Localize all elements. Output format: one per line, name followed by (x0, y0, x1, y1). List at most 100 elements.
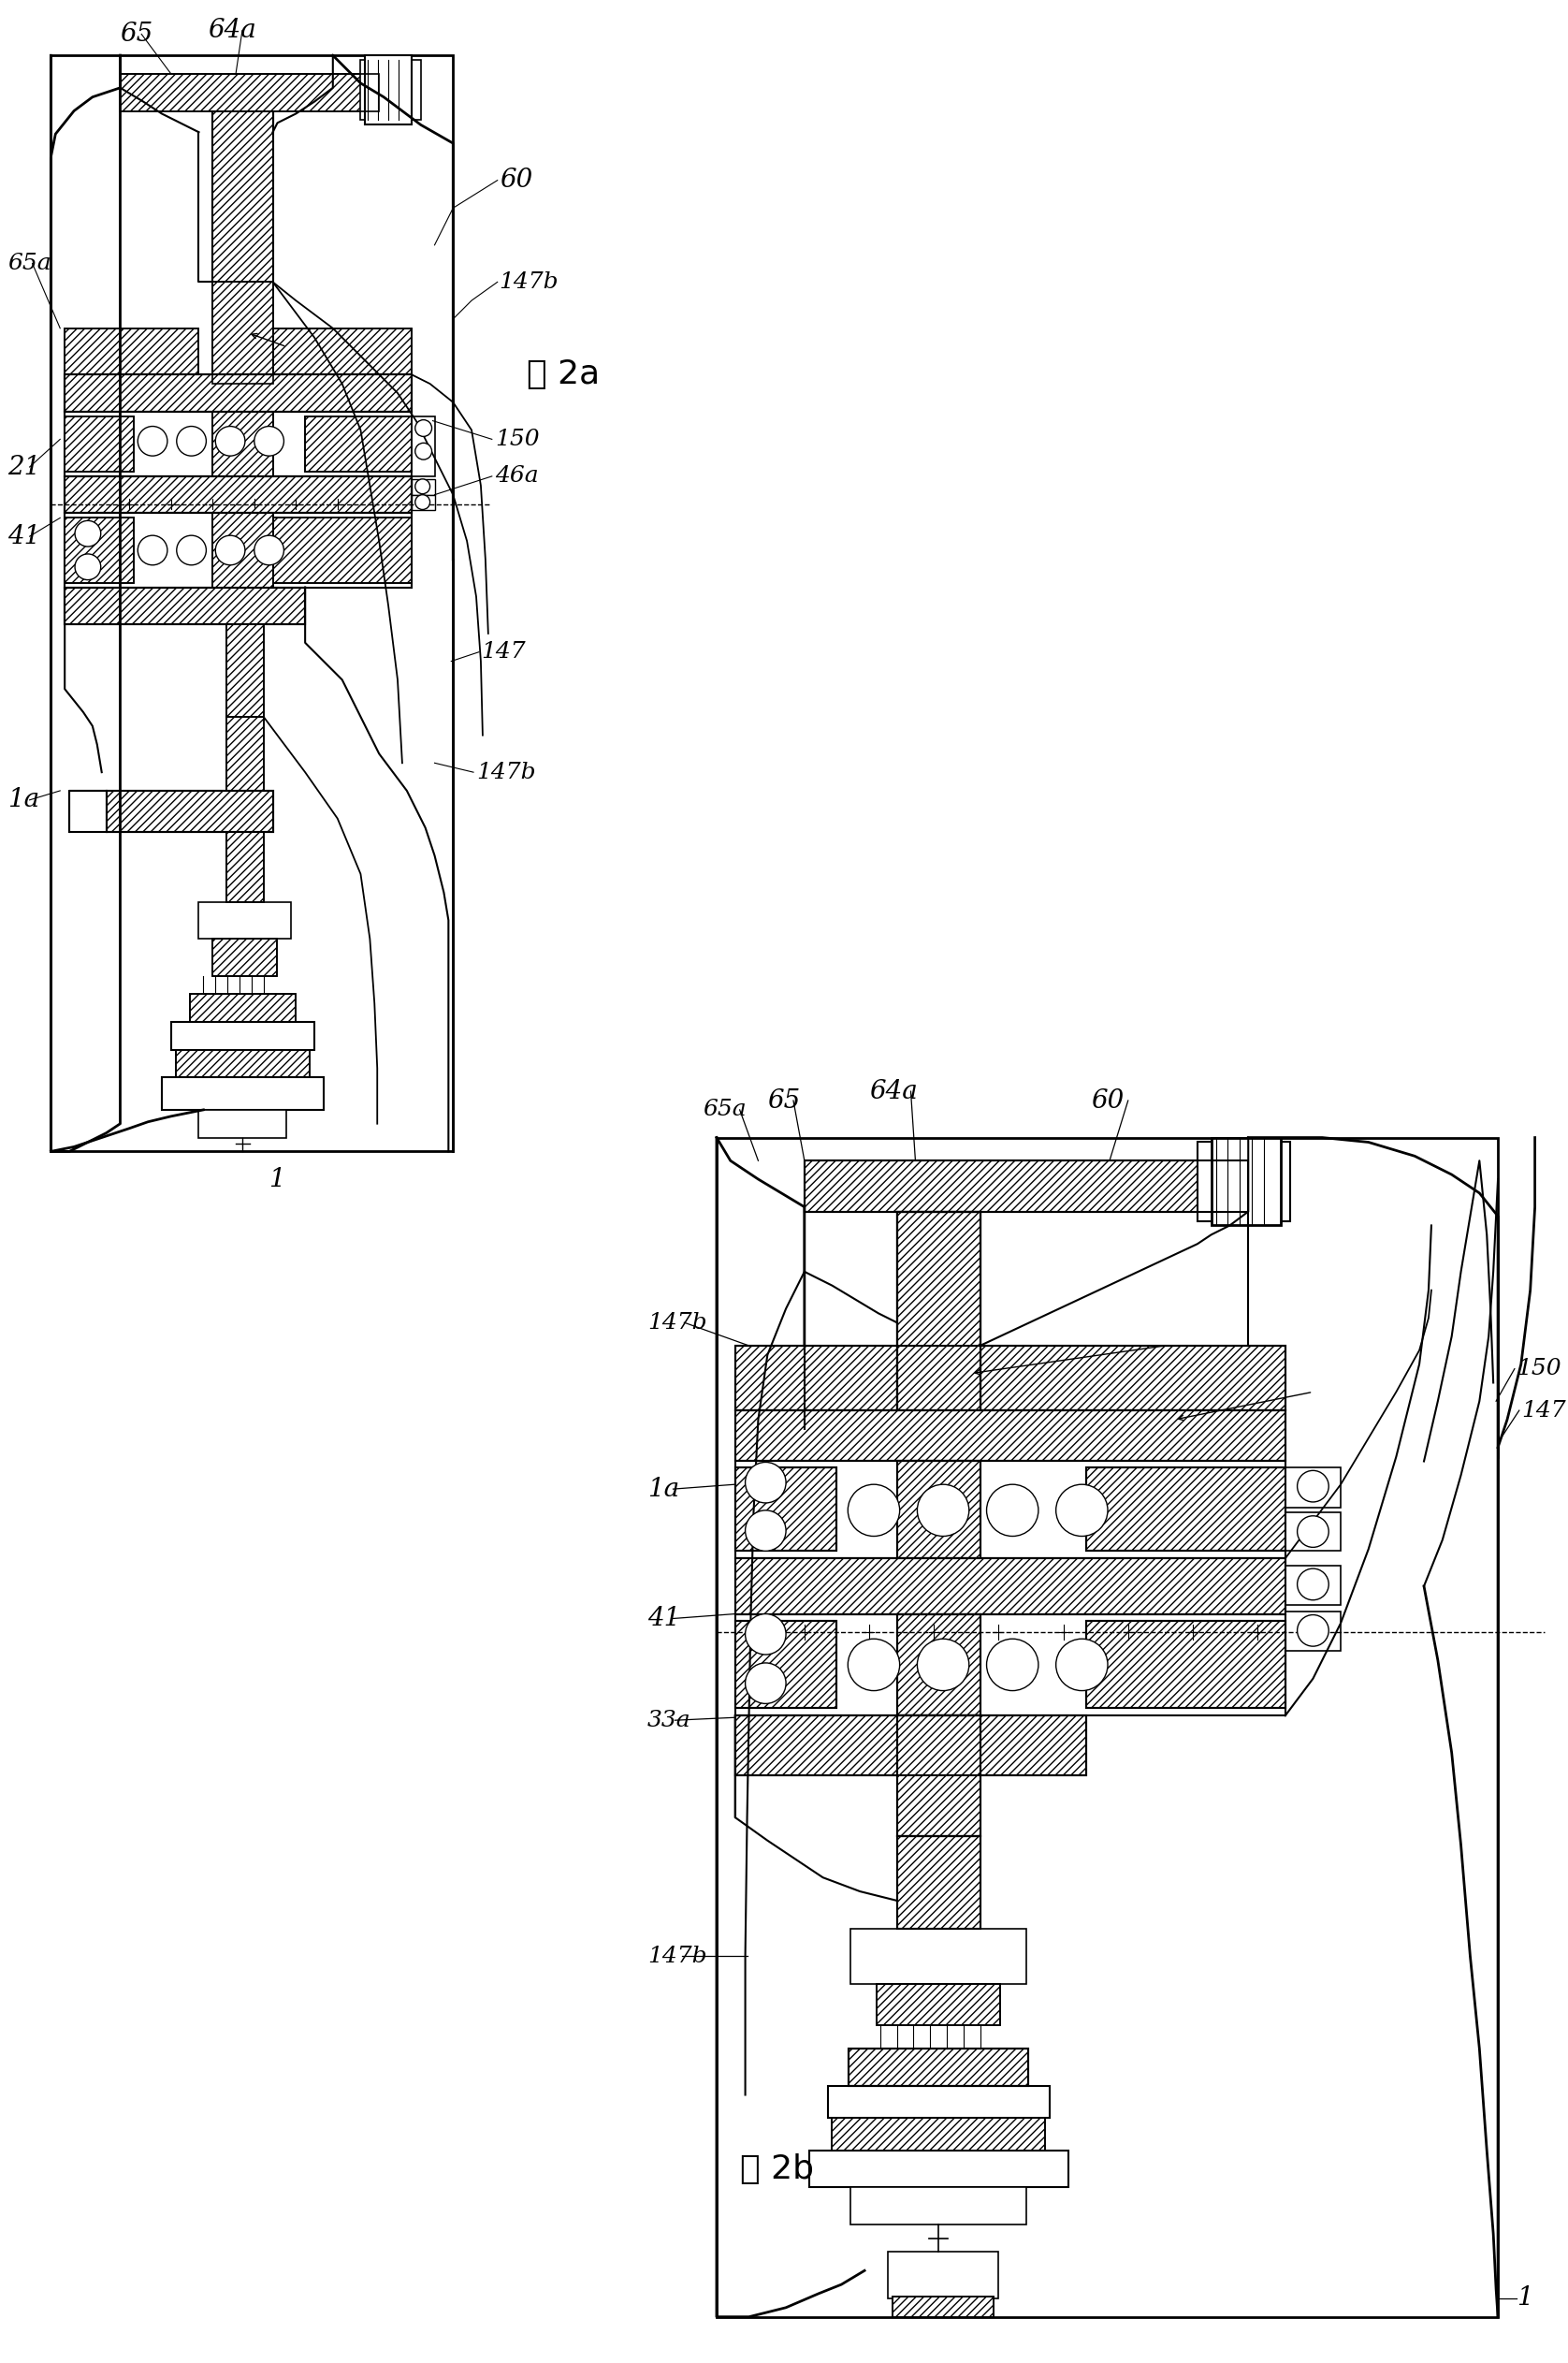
Text: 60: 60 (1091, 1087, 1124, 1113)
Bar (64, 328, 199, 373)
Bar (213, 111, 273, 281)
Bar (892, 2297, 994, 2316)
Text: 图 2a: 图 2a (527, 359, 601, 390)
Text: 图 2b: 图 2b (740, 2153, 814, 2186)
Text: 64a: 64a (869, 1078, 917, 1104)
Bar (213, 513, 273, 588)
Bar (64, 517, 135, 584)
Bar (64, 517, 135, 584)
Bar (411, 480, 434, 494)
Circle shape (1297, 1569, 1328, 1600)
Bar (213, 938, 278, 976)
Circle shape (745, 1463, 786, 1503)
Bar (897, 1460, 980, 1560)
Bar (735, 1345, 897, 1411)
Bar (851, 1928, 1027, 1985)
Bar (226, 832, 263, 903)
Bar (1087, 1467, 1286, 1550)
Bar (735, 1411, 1286, 1460)
Circle shape (177, 536, 207, 565)
Bar (190, 995, 296, 1021)
Circle shape (138, 536, 168, 565)
Circle shape (1297, 1614, 1328, 1647)
Bar (226, 716, 263, 792)
Bar (735, 1621, 837, 1708)
Bar (1198, 1141, 1290, 1222)
Bar (213, 513, 273, 588)
Text: 1: 1 (268, 1167, 285, 1191)
Text: 147b: 147b (499, 272, 558, 293)
Bar (735, 1560, 1286, 1614)
Bar (199, 903, 292, 938)
Bar (64, 513, 411, 588)
Bar (273, 328, 411, 373)
Bar (226, 716, 263, 792)
Text: 150: 150 (494, 428, 539, 449)
Bar (1087, 1467, 1286, 1550)
Bar (273, 517, 411, 584)
Bar (226, 624, 263, 716)
Bar (273, 517, 411, 584)
Text: 65a: 65a (8, 253, 52, 274)
Bar (306, 416, 411, 473)
Bar (50, 54, 453, 1151)
Text: 1a: 1a (648, 1477, 679, 1501)
Circle shape (416, 494, 430, 510)
Bar (1286, 1467, 1341, 1508)
Bar (887, 2252, 999, 2299)
Bar (64, 328, 199, 373)
Bar (848, 2049, 1029, 2087)
Bar (162, 1078, 323, 1111)
Bar (851, 2188, 1027, 2224)
Bar (199, 1111, 287, 1137)
Bar (717, 1137, 1497, 2316)
Bar (306, 416, 411, 473)
Bar (1286, 1512, 1341, 1550)
Bar (213, 411, 273, 477)
Bar (190, 995, 296, 1021)
Bar (273, 328, 411, 373)
Bar (804, 1160, 1248, 1212)
Bar (897, 1614, 980, 1716)
Circle shape (745, 1664, 786, 1704)
Bar (892, 2297, 994, 2316)
Bar (735, 1411, 1286, 1460)
Text: 150: 150 (1516, 1359, 1562, 1380)
Circle shape (986, 1484, 1038, 1536)
Bar (897, 1716, 980, 1836)
Text: 147b: 147b (648, 1945, 707, 1966)
Circle shape (177, 425, 207, 456)
Bar (213, 281, 273, 383)
Bar (833, 2117, 1044, 2150)
Bar (1210, 1137, 1281, 1226)
Text: 147b: 147b (648, 1311, 707, 1333)
Bar (848, 2049, 1029, 2087)
Bar (171, 1021, 314, 1049)
Bar (213, 281, 273, 383)
Circle shape (215, 536, 245, 565)
Bar (361, 59, 420, 121)
Bar (833, 2117, 1044, 2150)
Bar (213, 938, 278, 976)
Bar (897, 1614, 980, 1716)
Bar (897, 1212, 980, 1411)
Bar (64, 477, 411, 513)
Bar (411, 416, 434, 477)
Bar (64, 477, 411, 513)
Circle shape (848, 1640, 900, 1690)
Bar (980, 1345, 1286, 1411)
Circle shape (254, 536, 284, 565)
Text: 1: 1 (1516, 2285, 1534, 2311)
Bar (1087, 1621, 1286, 1708)
Circle shape (917, 1484, 969, 1536)
Bar (176, 1049, 310, 1078)
Bar (121, 73, 379, 111)
Text: 147: 147 (1521, 1399, 1565, 1420)
Bar (735, 1560, 1286, 1614)
Bar (735, 1460, 1286, 1560)
Bar (897, 1460, 980, 1560)
Text: 64a: 64a (209, 19, 257, 43)
Text: 65: 65 (767, 1087, 800, 1113)
Bar (1286, 1567, 1341, 1604)
Text: 41: 41 (648, 1607, 681, 1630)
